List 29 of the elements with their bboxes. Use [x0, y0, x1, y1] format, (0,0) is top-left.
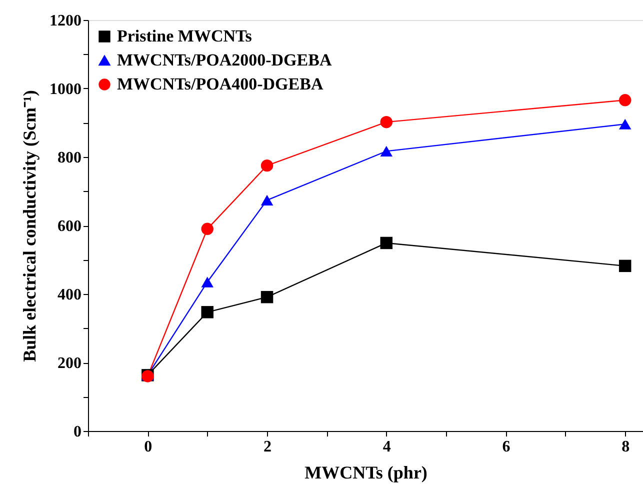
legend-label: MWCNTs/POA400-DGEBA — [117, 74, 324, 94]
y-tick-label: 1200 — [50, 12, 82, 30]
x-tick-label: 4 — [382, 438, 391, 456]
y-tick-label: 400 — [58, 286, 82, 304]
legend-label: Pristine MWCNTs — [117, 26, 252, 46]
point — [618, 260, 632, 272]
point — [260, 159, 274, 172]
y-tick-label: 200 — [58, 355, 82, 372]
point — [260, 290, 274, 304]
legend-label: MWCNTs/POA2000-DGEBA — [117, 50, 332, 70]
point — [380, 146, 393, 156]
x-tick-label: 2 — [264, 438, 272, 456]
point — [201, 306, 214, 318]
point — [618, 94, 632, 106]
y-tick-label: 0 — [74, 424, 82, 440]
x-tick-label: 0 — [144, 438, 152, 456]
point — [260, 194, 274, 206]
point — [380, 236, 393, 250]
y-tick-label: 600 — [58, 218, 82, 235]
y-axis-title: Bulk electrical conductivity (Scm⁻¹) — [20, 90, 40, 362]
point — [380, 116, 393, 128]
x-tick-label: 6 — [502, 438, 510, 456]
y-tick-label: 800 — [58, 150, 82, 166]
point — [201, 222, 214, 236]
x-axis-title: MWCNTs (phr) — [304, 462, 428, 482]
point — [618, 118, 632, 130]
y-tick-label: 1000 — [50, 81, 82, 98]
point — [201, 276, 214, 288]
x-tick-label: 8 — [622, 438, 630, 456]
